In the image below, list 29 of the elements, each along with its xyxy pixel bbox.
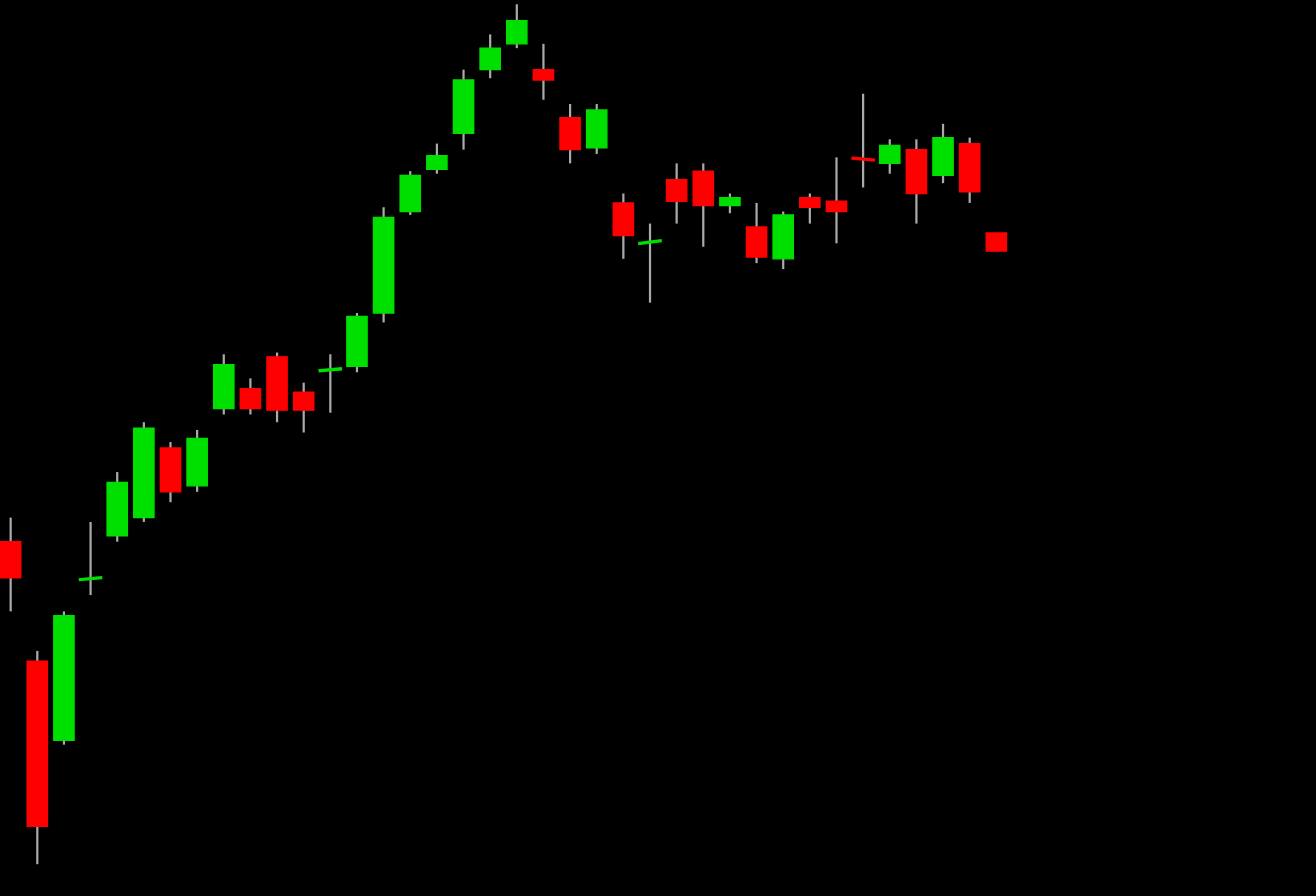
candlestick — [399, 170, 422, 217]
candlestick — [426, 142, 448, 175]
candlestick — [612, 192, 635, 260]
candlestick — [665, 162, 688, 225]
candlestick — [745, 201, 768, 265]
candlestick — [239, 377, 262, 416]
candlestick — [318, 353, 343, 414]
candlestick — [479, 33, 501, 80]
candlestick — [878, 138, 901, 175]
candlestick — [78, 520, 103, 597]
candlestick — [585, 102, 608, 156]
candlestick — [825, 156, 848, 245]
candlestick — [559, 102, 581, 165]
candlestick — [292, 381, 315, 434]
candlestick — [851, 92, 875, 189]
candlestick — [692, 162, 715, 248]
candlestick — [532, 42, 555, 101]
candlestick — [932, 122, 954, 185]
candlestick — [505, 3, 528, 50]
candlestick — [719, 192, 741, 215]
candlestick — [638, 222, 662, 304]
candlestick — [0, 516, 22, 613]
candlestick — [985, 232, 1008, 252]
candlestick — [186, 428, 208, 493]
candlestick — [799, 192, 821, 225]
candlestick — [212, 353, 235, 416]
candlestick — [159, 440, 182, 504]
candlestick — [905, 138, 928, 225]
candlestick — [772, 210, 795, 271]
